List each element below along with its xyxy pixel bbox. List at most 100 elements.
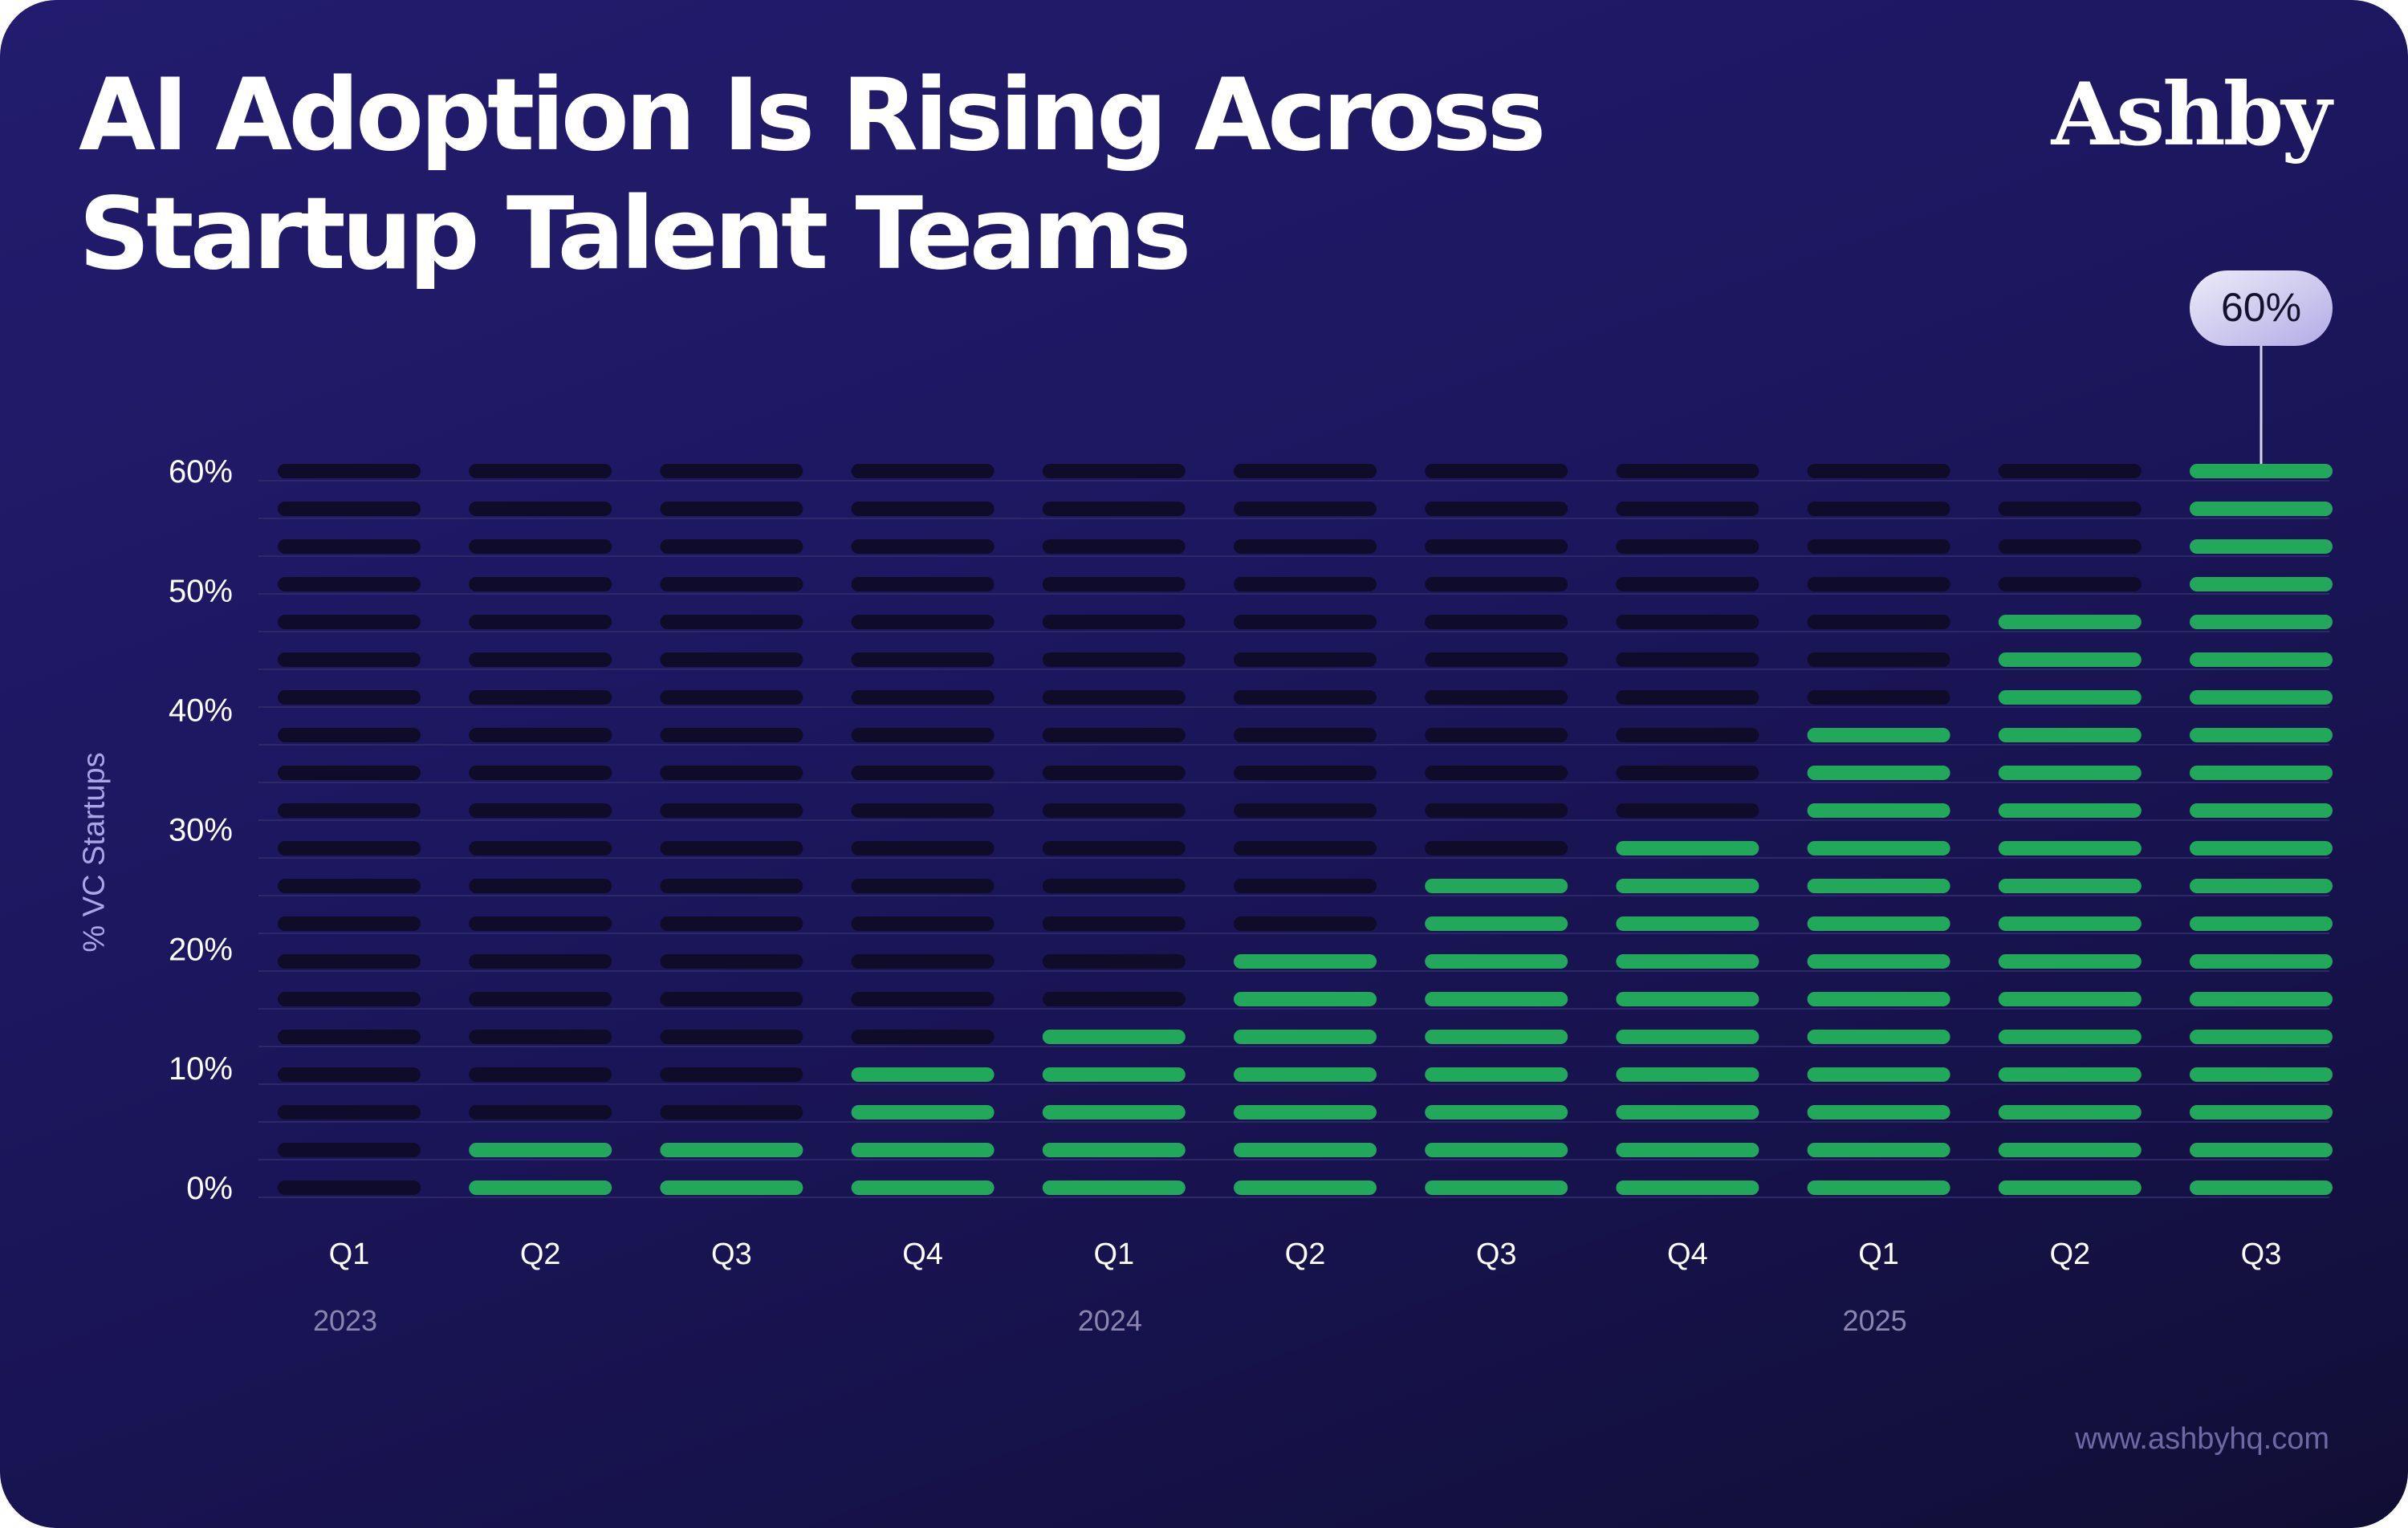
bar-segments [278, 464, 2333, 1195]
bar-segment-empty [660, 502, 803, 516]
bar-segment-empty [1234, 652, 1377, 667]
bar-segment-empty [278, 766, 421, 780]
bar-segment-empty [469, 539, 612, 554]
bar-segment-filled [1807, 1067, 1950, 1082]
bar-segment-empty [1234, 766, 1377, 780]
bar-segment-empty [1616, 464, 1759, 478]
bar-segment-filled [851, 1105, 995, 1120]
bar-segment-empty [660, 766, 803, 780]
bar-segment-empty [1042, 766, 1186, 780]
bar-segment-empty [660, 539, 803, 554]
bar-segment-empty [1042, 615, 1186, 629]
bar-segment-filled [1998, 652, 2142, 667]
bar-segment-empty [851, 916, 995, 931]
y-tick-label: 40% [169, 693, 233, 729]
callout-pill [2190, 270, 2333, 346]
bar-segment-empty [1616, 502, 1759, 516]
bar-segment-filled [1807, 766, 1950, 780]
bar-segment-filled [2190, 539, 2333, 554]
bar-segment-filled [2190, 577, 2333, 591]
bar-segment-empty [278, 539, 421, 554]
bar-segment-empty [660, 1030, 803, 1044]
bar-segment-filled [2190, 615, 2333, 629]
bar-segment-empty [1616, 728, 1759, 742]
bar-segment-filled [1042, 1143, 1186, 1157]
bar-segment-filled [1616, 916, 1759, 931]
bar-segment-filled [1998, 1105, 2142, 1120]
bar-segment-empty [469, 615, 612, 629]
bar-segment-empty [851, 539, 995, 554]
bar-segment-empty [1234, 577, 1377, 591]
bar-segment-empty [278, 1030, 421, 1044]
bar-segment-filled [469, 1143, 612, 1157]
year-label: 2025 [1843, 1304, 1907, 1337]
bar-segment-filled [1234, 954, 1377, 969]
bar-segment-empty [278, 1067, 421, 1082]
bar-segment-filled [1425, 954, 1568, 969]
bar-segment-empty [278, 728, 421, 742]
bar-segment-empty [851, 690, 995, 705]
bar-segment-empty [278, 954, 421, 969]
bar-segment-filled [1616, 841, 1759, 855]
x-tick-label: Q4 [1667, 1237, 1708, 1271]
bar-segment-filled [1234, 992, 1377, 1006]
bar-segment-empty [278, 615, 421, 629]
bar-segment-empty [1042, 728, 1186, 742]
bar-segment-empty [1425, 803, 1568, 818]
bar-segment-empty [1234, 502, 1377, 516]
y-tick-label: 50% [169, 574, 233, 609]
bar-segment-empty [469, 954, 612, 969]
bar-segment-empty [278, 992, 421, 1006]
bar-segment-empty [660, 1105, 803, 1120]
bar-segment-empty [469, 879, 612, 893]
bar-segment-empty [278, 652, 421, 667]
bar-segment-filled [1616, 954, 1759, 969]
bar-segment-filled [1807, 1030, 1950, 1044]
bar-segment-empty [1042, 803, 1186, 818]
year-labels: 2023 2024 2025 [313, 1304, 1907, 1337]
bar-segment-empty [1807, 690, 1950, 705]
bar-segment-empty [660, 841, 803, 855]
value-callout: 60% [2190, 270, 2333, 464]
bar-segment-empty [660, 1067, 803, 1082]
x-tick-label: Q4 [902, 1237, 943, 1271]
bar-segment-empty [660, 652, 803, 667]
bar-segment-filled [1616, 1030, 1759, 1044]
bar-segment-empty [1042, 539, 1186, 554]
bar-segment-empty [1425, 841, 1568, 855]
title-line-2: Startup Talent Teams [79, 177, 1191, 292]
bar-segment-filled [469, 1181, 612, 1195]
x-tick-label: Q3 [1476, 1237, 1517, 1271]
bar-segment-empty [851, 502, 995, 516]
bar-segment-empty [660, 992, 803, 1006]
bar-segment-filled [2190, 1067, 2333, 1082]
bar-segment-filled [1998, 1143, 2142, 1157]
bar-segment-filled [1616, 992, 1759, 1006]
bar-segment-filled [1425, 916, 1568, 931]
bar-segment-empty [1616, 577, 1759, 591]
bar-segment-empty [1042, 652, 1186, 667]
bar-segment-empty [851, 728, 995, 742]
bar-segment-empty [1807, 577, 1950, 591]
bar-segment-filled [1616, 1067, 1759, 1082]
bar-segment-empty [1425, 766, 1568, 780]
bar-segment-filled [1042, 1105, 1186, 1120]
bar-segment-empty [660, 879, 803, 893]
bar-segment-filled [851, 1181, 995, 1195]
bar-segment-empty [1425, 539, 1568, 554]
bar-segment-empty [1425, 502, 1568, 516]
bar-segment-empty [1425, 464, 1568, 478]
bar-segment-filled [1042, 1030, 1186, 1044]
bar-segment-empty [469, 690, 612, 705]
bar-segment-filled [2190, 728, 2333, 742]
bar-segment-filled [1807, 1143, 1950, 1157]
bar-segment-empty [469, 728, 612, 742]
y-tick-label: 30% [169, 813, 233, 848]
x-tick-label: Q2 [520, 1237, 561, 1271]
bar-segment-empty [1234, 539, 1377, 554]
bar-segment-filled [2190, 954, 2333, 969]
bar-segment-filled [1998, 916, 2142, 931]
x-tick-label: Q3 [2241, 1237, 2282, 1271]
bar-segment-filled [1616, 1105, 1759, 1120]
